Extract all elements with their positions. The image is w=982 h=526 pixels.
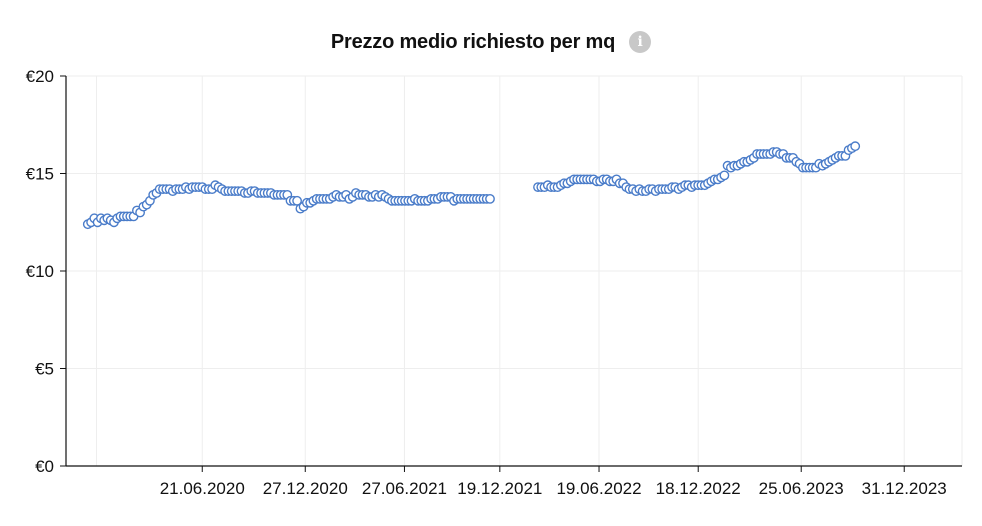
x-tick-label: 19.06.2022	[556, 479, 641, 498]
x-tick-label: 27.12.2020	[263, 479, 348, 498]
x-tick-label: 18.12.2022	[656, 479, 741, 498]
y-tick-label: €0	[35, 457, 54, 476]
gridlines	[66, 75, 963, 466]
x-tick-label: 21.06.2020	[160, 479, 245, 498]
x-tick-label: 25.06.2023	[759, 479, 844, 498]
y-tick-label: €10	[26, 262, 54, 281]
axes	[60, 75, 962, 472]
x-tick-label: 31.12.2023	[862, 479, 947, 498]
info-icon[interactable]: i	[629, 31, 652, 53]
chart-title: Prezzo medio richiesto per mq	[330, 30, 616, 53]
data-point	[850, 141, 861, 152]
chart-header: Prezzo medio richiesto per mq i	[0, 26, 982, 58]
data-point	[485, 193, 495, 204]
y-tick-label: €15	[26, 165, 54, 184]
x-tick-label: 19.12.2021	[457, 479, 542, 498]
x-tick-label: 27.06.2021	[362, 479, 447, 498]
data-points	[82, 141, 861, 230]
data-point	[719, 170, 730, 181]
tick-labels: €0 €5 €10 €15 €20 21.06.2020 27.12.2020 27.06.2…	[26, 67, 947, 498]
y-tick-label: €5	[35, 360, 54, 379]
y-tick-label: €20	[26, 67, 54, 86]
